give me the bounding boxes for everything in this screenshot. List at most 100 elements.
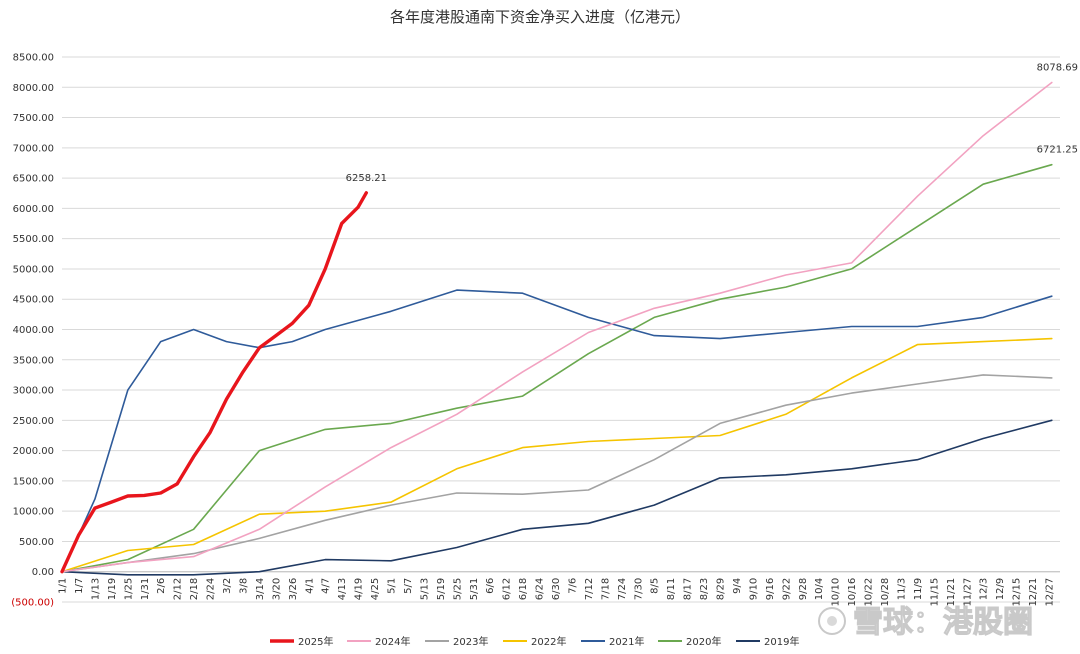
x-tick-label: 2/24 — [206, 578, 217, 600]
x-tick-label: 12/15 — [1012, 578, 1023, 607]
x-tick-label: 9/10 — [748, 578, 759, 600]
legend-label: 2021年 — [609, 635, 644, 648]
x-tick-label: 10/4 — [814, 578, 825, 600]
legend-label: 2025年 — [298, 635, 333, 648]
legend-item: 2021年 — [581, 635, 644, 648]
y-tick-label: 6500.00 — [13, 174, 54, 185]
x-tick-label: 2/12 — [173, 578, 184, 600]
x-tick-label: 3/26 — [288, 578, 299, 600]
end-value-label: 8078.69 — [1037, 63, 1078, 74]
x-axis: 1/1 1/7 1/13 1/19 1/25 1/31 2/6 2/12 2/18 2/24 3/2… — [58, 571, 1060, 607]
series-line-2021 — [61, 289, 1053, 573]
x-tick-label: 12/21 — [1028, 578, 1039, 607]
x-tick-label: 4/19 — [354, 578, 365, 600]
x-tick-label: 10/16 — [847, 578, 858, 607]
x-tick-label: 4/7 — [321, 578, 332, 594]
x-tick-label: 9/22 — [781, 578, 792, 600]
x-tick-label: 7/6 — [567, 578, 578, 594]
x-tick-label: 6/12 — [502, 578, 513, 600]
watermark: 雪球：港股圈 — [818, 604, 1034, 641]
y-tick-label: 3500.00 — [13, 355, 54, 366]
snowball-logo-icon — [818, 607, 846, 635]
y-tick-label: 1000.00 — [13, 507, 54, 518]
y-tick-label: 8500.00 — [13, 53, 54, 64]
y-tick-label: 3000.00 — [13, 386, 54, 397]
x-tick-label: 7/18 — [600, 578, 611, 600]
x-tick-label: 8/11 — [666, 578, 677, 600]
x-tick-label: 11/21 — [946, 578, 957, 607]
y-tick-label: 8000.00 — [13, 83, 54, 94]
y-tick-label: 0.00 — [32, 567, 54, 578]
end-value-label: 6721.25 — [1037, 145, 1078, 156]
chart-title: 各年度港股通南下资金净买入进度（亿港元） — [390, 8, 690, 26]
x-tick-label: 1/1 — [58, 578, 69, 594]
x-tick-label: 9/28 — [798, 578, 809, 600]
x-tick-label: 6/24 — [535, 578, 546, 600]
legend-label: 2023年 — [453, 635, 488, 648]
series-line-2022 — [61, 337, 1053, 573]
legend: 2025年 2024年 2023年 2022年 2021年 2020年 2019年 — [270, 635, 799, 648]
x-tick-label: 7/24 — [617, 578, 628, 600]
legend-label: 2020年 — [686, 635, 721, 648]
end-value-label: 6258.21 — [346, 173, 387, 184]
y-tick-label: 5000.00 — [13, 264, 54, 275]
series-line-2019 — [61, 419, 1053, 576]
x-tick-label: 5/1 — [387, 578, 398, 594]
x-tick-label: 7/30 — [633, 578, 644, 600]
legend-item: 2025年 — [270, 635, 333, 648]
series-lines — [60, 81, 1053, 576]
x-tick-label: 11/27 — [962, 578, 973, 607]
series-line-2024 — [61, 81, 1053, 573]
y-tick-label: 1500.00 — [13, 476, 54, 487]
y-tick-label: 2500.00 — [13, 416, 54, 427]
x-tick-label: 3/2 — [222, 578, 233, 594]
legend-item: 2022年 — [503, 635, 566, 648]
x-tick-label: 1/25 — [123, 578, 134, 600]
legend-item: 2023年 — [425, 635, 488, 648]
x-tick-label: 5/13 — [419, 578, 430, 600]
x-tick-label: 1/13 — [90, 578, 101, 600]
y-tick-label: 4000.00 — [13, 325, 54, 336]
y-tick-label: 4500.00 — [13, 295, 54, 306]
x-tick-label: 8/23 — [699, 578, 710, 600]
y-tick-label: 500.00 — [19, 537, 54, 548]
x-tick-label: 4/13 — [337, 578, 348, 600]
x-tick-label: 8/17 — [683, 578, 694, 600]
x-tick-label: 10/28 — [880, 578, 891, 607]
x-tick-label: 4/25 — [370, 578, 381, 600]
x-tick-label: 3/14 — [255, 578, 266, 600]
x-tick-label: 3/8 — [238, 578, 249, 594]
x-tick-label: 8/5 — [650, 578, 661, 594]
x-tick-label: 9/4 — [732, 578, 743, 594]
x-tick-label: 6/18 — [518, 578, 529, 600]
x-tick-label: 12/9 — [995, 578, 1006, 600]
x-tick-label: 10/22 — [864, 578, 875, 607]
x-tick-label: 1/7 — [74, 578, 85, 594]
y-tick-label: 7000.00 — [13, 143, 54, 154]
series-line-2025 — [60, 191, 368, 574]
y-axis: (500.00) 0.00 500.00 1000.00 1500.00 2000.00 2… — [11, 53, 54, 609]
legend-label: 2024年 — [375, 635, 410, 648]
x-tick-label: 4/1 — [304, 578, 315, 594]
end-labels: 6258.21 8078.69 6721.25 — [346, 63, 1078, 184]
x-tick-label: 11/3 — [896, 578, 907, 600]
x-tick-label: 12/3 — [979, 578, 990, 600]
gridlines — [62, 56, 1060, 603]
x-tick-label: 7/12 — [584, 578, 595, 600]
watermark-text: 雪球：港股圈 — [853, 605, 1033, 640]
x-tick-label: 9/16 — [765, 578, 776, 600]
x-tick-label: 5/25 — [452, 578, 463, 600]
series-line-2023 — [61, 374, 1053, 573]
legend-item: 2020年 — [658, 635, 721, 648]
x-tick-label: 12/27 — [1045, 578, 1056, 607]
legend-label: 2022年 — [531, 635, 566, 648]
legend-label: 2019年 — [764, 635, 799, 648]
series-line-2020 — [61, 163, 1053, 573]
y-tick-label: 5500.00 — [13, 234, 54, 245]
legend-item: 2019年 — [736, 635, 799, 648]
x-tick-label: 5/31 — [469, 578, 480, 600]
x-tick-label: 2/18 — [189, 578, 200, 600]
x-tick-label: 11/15 — [929, 578, 940, 607]
x-tick-label: 6/6 — [485, 578, 496, 594]
